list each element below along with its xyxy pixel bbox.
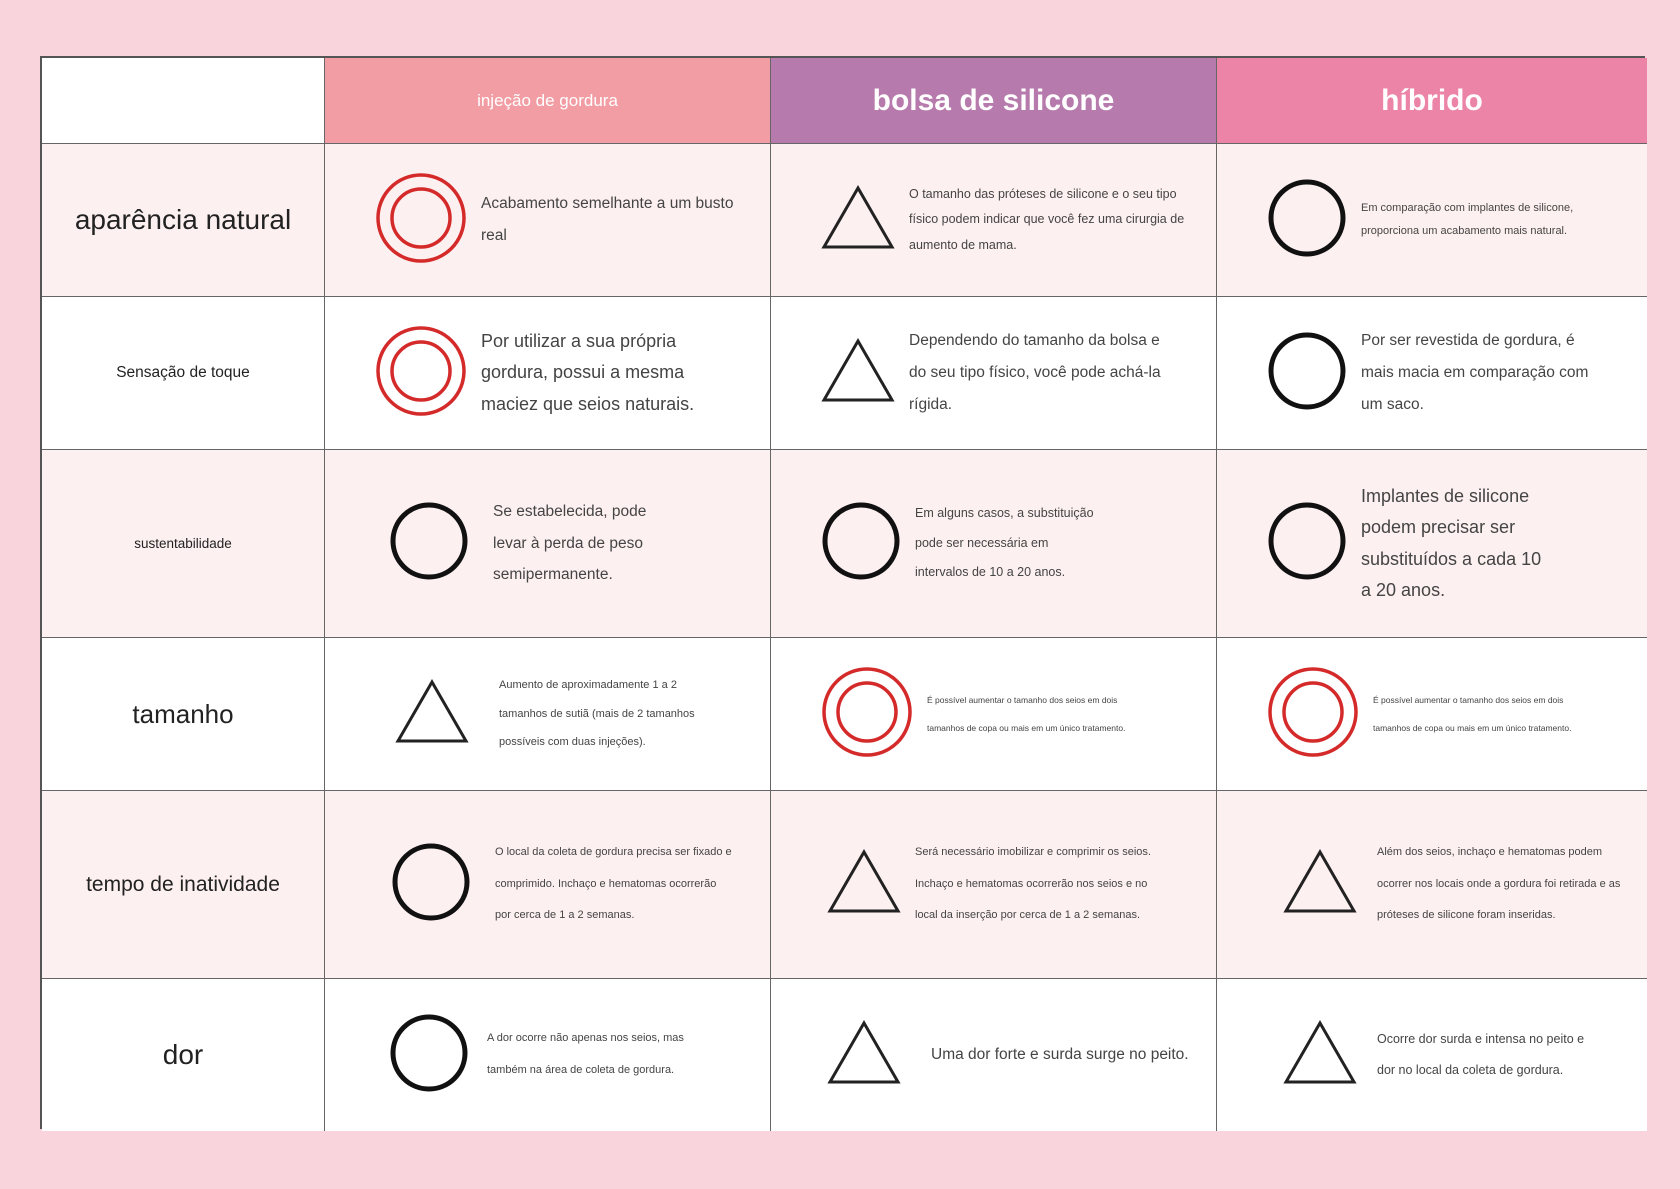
triangle-icon [821, 184, 895, 256]
header-hybrid: híbrido [1217, 58, 1647, 144]
table-cell: Aumento de aproximadamente 1 a 2 tamanho… [325, 638, 771, 791]
triangle-icon [395, 678, 469, 750]
cell-text: Aumento de aproximadamente 1 a 2 tamanho… [499, 679, 695, 749]
cell-text: Implantes de silicone podem precisar ser… [1361, 485, 1542, 601]
table-corner [42, 58, 325, 144]
cell-text: Acabamento semelhante a um busto real [481, 195, 734, 244]
table-cell: Acabamento semelhante a um busto real [325, 144, 771, 297]
table-cell: É possível aumentar o tamanho dos seios … [1217, 638, 1647, 791]
cell-text: A dor ocorre não apenas nos seios, mas t… [487, 1032, 684, 1076]
cell-text: O local da coleta de gordura precisa ser… [495, 845, 732, 922]
circle-icon [389, 501, 469, 586]
cell-text: Será necessário imobilizar e comprimir o… [915, 845, 1151, 922]
table-cell: Será necessário imobilizar e comprimir o… [771, 791, 1217, 979]
header-fat-injection: injeção de gordura [325, 58, 771, 144]
row-label-size: tamanho [42, 638, 325, 791]
table-cell: O local da coleta de gordura precisa ser… [325, 791, 771, 979]
cell-text: Além dos seios, inchaço e hematomas pode… [1377, 845, 1621, 922]
circle-icon [391, 842, 471, 927]
triangle-icon [1283, 848, 1357, 920]
cell-text: Em alguns casos, a substituição pode ser… [915, 506, 1094, 580]
row-label-sustainability: sustentabilidade [42, 450, 325, 638]
cell-text: Por ser revestida de gordura, é mais mac… [1361, 332, 1589, 413]
comparison-table: injeção de gordura bolsa de silicone híb… [40, 56, 1647, 1131]
table-cell: Se estabelecida, pode levar à perda de p… [325, 450, 771, 638]
row-label-natural-look: aparência natural [42, 144, 325, 297]
table-cell: Por utilizar a sua própria gordura, poss… [325, 297, 771, 450]
table-cell: Uma dor forte e surda surge no peito. [771, 979, 1217, 1131]
cell-text: Ocorre dor surda e intensa no peito e do… [1377, 1032, 1585, 1077]
triangle-icon [821, 337, 895, 409]
cell-text: Em comparação com implantes de silicone,… [1361, 202, 1574, 237]
table-cell: Por ser revestida de gordura, é mais mac… [1217, 297, 1647, 450]
cell-text: Dependendo do tamanho da bolsa e do seu … [909, 332, 1161, 413]
row-label-pain: dor [42, 979, 325, 1131]
cell-text: Uma dor forte e surda surge no peito. [931, 1046, 1189, 1064]
table-cell: É possível aumentar o tamanho dos seios … [771, 638, 1217, 791]
circle-icon [1267, 331, 1347, 416]
circle-icon [389, 1013, 469, 1098]
circle-icon [1267, 178, 1347, 263]
table-cell: Além dos seios, inchaço e hematomas pode… [1217, 791, 1647, 979]
table-cell: Ocorre dor surda e intensa no peito e do… [1217, 979, 1647, 1131]
double-circle-icon [1267, 666, 1359, 763]
table-cell: Dependendo do tamanho da bolsa e do seu … [771, 297, 1217, 450]
table-cell: Em alguns casos, a substituição pode ser… [771, 450, 1217, 638]
table-cell: O tamanho das próteses de silicone e o s… [771, 144, 1217, 297]
cell-text: É possível aumentar o tamanho dos seios … [927, 694, 1126, 733]
circle-icon [1267, 501, 1347, 586]
cell-text: Se estabelecida, pode levar à perda de p… [493, 502, 647, 584]
double-circle-icon [375, 325, 467, 422]
table-cell: A dor ocorre não apenas nos seios, mas t… [325, 979, 771, 1131]
cell-text: É possível aumentar o tamanho dos seios … [1373, 694, 1572, 733]
row-label-touch: Sensação de toque [42, 297, 325, 450]
cell-text: Por utilizar a sua própria gordura, poss… [481, 330, 695, 414]
triangle-icon [1283, 1019, 1357, 1091]
double-circle-icon [375, 172, 467, 269]
circle-icon [821, 501, 901, 586]
header-silicone: bolsa de silicone [771, 58, 1217, 144]
triangle-icon [827, 1019, 901, 1091]
triangle-icon [827, 848, 901, 920]
double-circle-icon [821, 666, 913, 763]
row-label-downtime: tempo de inatividade [42, 791, 325, 979]
table-cell: Implantes de silicone podem precisar ser… [1217, 450, 1647, 638]
table-cell: Em comparação com implantes de silicone,… [1217, 144, 1647, 297]
cell-text: O tamanho das próteses de silicone e o s… [909, 186, 1185, 252]
